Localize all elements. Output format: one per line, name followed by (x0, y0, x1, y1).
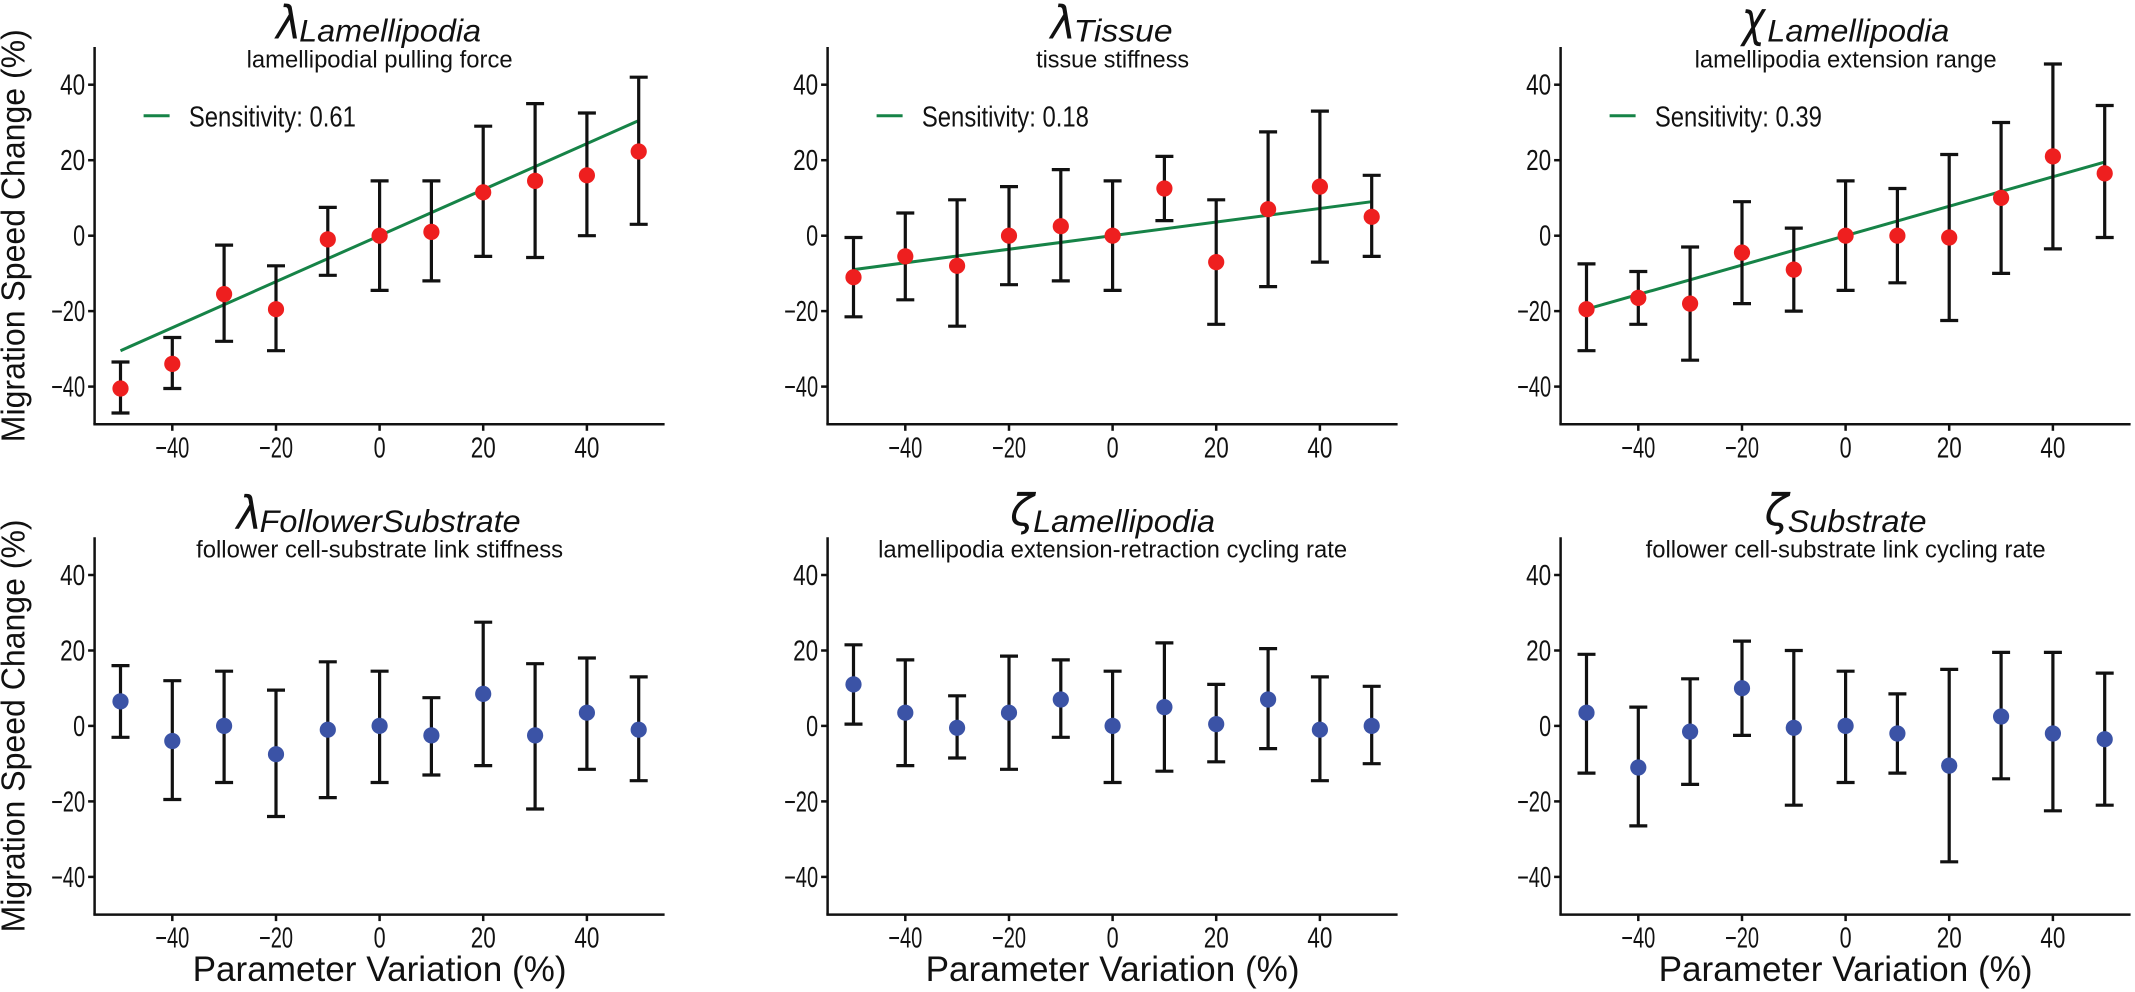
svg-text:0: 0 (806, 711, 818, 743)
svg-text:20: 20 (793, 636, 818, 668)
svg-text:Tissue: Tissue (1074, 13, 1173, 49)
svg-text:20: 20 (1526, 145, 1551, 177)
svg-text:−20: −20 (51, 786, 85, 818)
svg-text:−20: −20 (259, 432, 293, 464)
svg-text:0: 0 (1840, 923, 1852, 955)
svg-text:−20: −20 (1725, 923, 1759, 955)
svg-text:−40: −40 (888, 923, 922, 955)
svg-text:lamellipodia extension-retract: lamellipodia extension-retraction cyclin… (878, 537, 1347, 564)
svg-text:20: 20 (471, 432, 496, 464)
svg-text:Sensitivity: 0.61: Sensitivity: 0.61 (189, 102, 356, 134)
svg-text:0: 0 (73, 221, 85, 253)
svg-text:20: 20 (471, 923, 496, 955)
svg-text:follower cell-substrate link s: follower cell-substrate link stiffness (196, 537, 563, 564)
svg-text:−40: −40 (1621, 432, 1655, 464)
svg-text:20: 20 (1204, 923, 1229, 955)
svg-text:Sensitivity: 0.39: Sensitivity: 0.39 (1655, 102, 1822, 134)
svg-text:−20: −20 (1517, 296, 1551, 328)
svg-text:Lamellipodia: Lamellipodia (1767, 13, 1949, 49)
svg-text:−40: −40 (784, 862, 818, 894)
svg-text:0: 0 (1539, 221, 1551, 253)
svg-text:−40: −40 (888, 432, 922, 464)
svg-text:−40: −40 (155, 432, 189, 464)
svg-text:Lamellipodia: Lamellipodia (299, 13, 481, 49)
svg-text:−20: −20 (784, 786, 818, 818)
svg-text:Sensitivity: 0.18: Sensitivity: 0.18 (922, 102, 1089, 134)
svg-text:40: 40 (60, 70, 85, 102)
svg-text:40: 40 (2040, 923, 2065, 955)
svg-text:0: 0 (73, 711, 85, 743)
svg-text:−20: −20 (992, 923, 1026, 955)
svg-text:40: 40 (1526, 560, 1551, 592)
svg-text:Substrate: Substrate (1788, 503, 1927, 539)
svg-text:lamellipodial pulling force: lamellipodial pulling force (247, 46, 513, 73)
svg-text:20: 20 (60, 145, 85, 177)
svg-text:−40: −40 (51, 372, 85, 404)
svg-text:−40: −40 (51, 862, 85, 894)
svg-text:−20: −20 (784, 296, 818, 328)
svg-text:lamellipodia extension range: lamellipodia extension range (1695, 46, 1997, 73)
svg-text:40: 40 (1307, 923, 1332, 955)
svg-text:−40: −40 (1517, 372, 1551, 404)
svg-text:0: 0 (1840, 432, 1852, 464)
svg-text:40: 40 (1526, 70, 1551, 102)
svg-text:−40: −40 (784, 372, 818, 404)
svg-text:20: 20 (1937, 923, 1962, 955)
svg-text:40: 40 (2040, 432, 2065, 464)
svg-text:20: 20 (1937, 432, 1962, 464)
svg-text:Parameter Variation (%): Parameter Variation (%) (193, 950, 567, 989)
svg-text:−20: −20 (992, 432, 1026, 464)
svg-text:Migration Speed Change (%): Migration Speed Change (%) (0, 29, 32, 442)
svg-text:follower cell-substrate link c: follower cell-substrate link cycling rat… (1646, 537, 2046, 564)
svg-text:20: 20 (60, 636, 85, 668)
svg-text:Parameter Variation (%): Parameter Variation (%) (926, 950, 1300, 989)
svg-text:Lamellipodia: Lamellipodia (1033, 503, 1215, 539)
svg-text:40: 40 (793, 560, 818, 592)
svg-text:−40: −40 (1517, 862, 1551, 894)
svg-text:0: 0 (374, 923, 386, 955)
svg-text:FollowerSubstrate: FollowerSubstrate (260, 503, 521, 539)
svg-text:40: 40 (574, 923, 599, 955)
svg-text:−20: −20 (1725, 432, 1759, 464)
svg-text:−20: −20 (1517, 786, 1551, 818)
svg-text:Migration Speed Change (%): Migration Speed Change (%) (0, 519, 32, 932)
svg-text:−40: −40 (155, 923, 189, 955)
svg-text:0: 0 (806, 221, 818, 253)
svg-text:20: 20 (1204, 432, 1229, 464)
svg-text:0: 0 (374, 432, 386, 464)
svg-text:40: 40 (574, 432, 599, 464)
svg-text:−20: −20 (51, 296, 85, 328)
svg-text:40: 40 (1307, 432, 1332, 464)
svg-text:40: 40 (60, 560, 85, 592)
svg-text:Parameter Variation (%): Parameter Variation (%) (1659, 950, 2033, 989)
svg-text:40: 40 (793, 70, 818, 102)
svg-text:−20: −20 (259, 923, 293, 955)
svg-text:0: 0 (1539, 711, 1551, 743)
svg-text:0: 0 (1107, 432, 1119, 464)
svg-text:0: 0 (1107, 923, 1119, 955)
svg-text:20: 20 (1526, 636, 1551, 668)
svg-text:−40: −40 (1621, 923, 1655, 955)
svg-text:20: 20 (793, 145, 818, 177)
svg-text:tissue stiffness: tissue stiffness (1036, 46, 1189, 73)
